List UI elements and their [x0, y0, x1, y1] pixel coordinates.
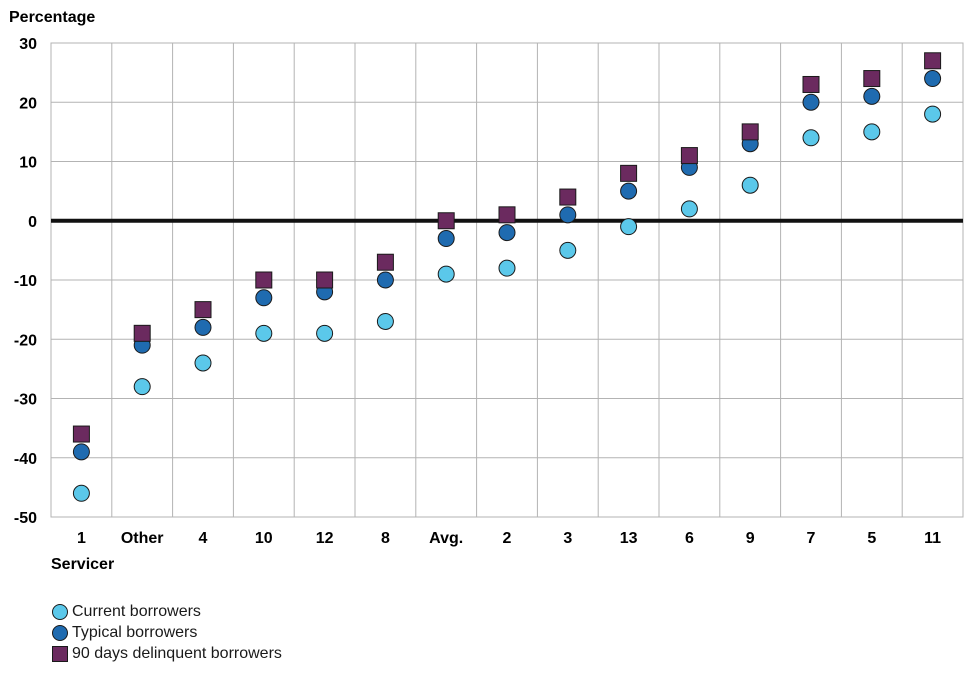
data-point-delinquent [559, 188, 577, 206]
data-point-delinquent [316, 271, 334, 289]
data-point-current [133, 378, 151, 396]
y-tick-label: 30 [19, 36, 37, 53]
data-point-typical [194, 318, 212, 336]
legend: Current borrowers Typical borrowers 90 d… [51, 601, 282, 664]
y-tick-label: -10 [14, 273, 37, 290]
data-point-current [802, 129, 820, 147]
x-tick-label: 9 [746, 530, 755, 547]
data-point-delinquent [863, 70, 881, 88]
data-point-delinquent [802, 75, 820, 93]
data-point-delinquent [924, 52, 942, 70]
x-tick-label: Other [121, 530, 164, 547]
x-tick-label: 7 [807, 530, 816, 547]
y-tick-label: -30 [14, 392, 37, 409]
data-point-typical [559, 206, 577, 224]
grid [50, 42, 964, 518]
data-point-delinquent [133, 324, 151, 342]
data-point-typical [376, 271, 394, 289]
legend-marker-current [52, 603, 68, 620]
legend-label-typical: Typical borrowers [72, 623, 198, 641]
data-point-delinquent [437, 212, 455, 230]
data-point-delinquent [498, 206, 516, 224]
data-point-current [924, 105, 942, 123]
x-tick-label: Avg. [429, 530, 463, 547]
y-tick-label: 0 [28, 214, 37, 231]
x-tick-label: 6 [685, 530, 694, 547]
legend-item-delinquent: 90 days delinquent borrowers [51, 643, 282, 664]
x-tick-labels: 1 Other 4 10 12 8 Avg. 2 3 13 6 9 7 5 11 [77, 530, 941, 547]
data-point-current [620, 218, 638, 236]
legend-label-delinquent: 90 days delinquent borrowers [72, 644, 282, 662]
x-tick-label: 2 [503, 530, 512, 547]
legend-item-current: Current borrowers [51, 601, 282, 622]
data-point-typical [437, 230, 455, 248]
data-point-delinquent [620, 164, 638, 182]
data-point-current [559, 241, 577, 259]
chart-svg: Percentage 30 20 10 0 -10 -20 -30 -40 -50 1 Other… [9, 9, 964, 573]
x-tick-label: 11 [924, 530, 941, 547]
data-point-current [376, 312, 394, 330]
x-tick-label: 5 [867, 530, 876, 547]
legend-label-current: Current borrowers [72, 602, 201, 620]
x-tick-label: 4 [199, 530, 208, 547]
data-point-current [437, 265, 455, 283]
data-point-delinquent [680, 147, 698, 165]
data-point-current [72, 484, 90, 502]
y-tick-label: -20 [14, 332, 37, 349]
y-tick-label: -50 [14, 510, 37, 527]
y-tick-label: 10 [19, 155, 37, 172]
data-point-current [680, 200, 698, 218]
data-point-typical [924, 70, 942, 88]
data-point-delinquent [72, 425, 90, 443]
legend-marker-typical [52, 624, 68, 641]
x-tick-label: 1 [77, 530, 86, 547]
legend-item-typical: Typical borrowers [51, 622, 282, 643]
data-point-current [316, 324, 334, 342]
legend-marker-delinquent [52, 645, 68, 662]
data-point-current [863, 123, 881, 141]
data-point-current [498, 259, 516, 277]
data-point-typical [620, 182, 638, 200]
y-tick-label: 20 [19, 95, 37, 112]
data-point-delinquent [194, 301, 212, 319]
data-point-current [741, 176, 759, 194]
x-tick-label: 12 [316, 530, 334, 547]
y-tick-label: -40 [14, 451, 37, 468]
y-tick-labels: 30 20 10 0 -10 -20 -30 -40 -50 [14, 36, 37, 527]
x-tick-label: 3 [563, 530, 572, 547]
x-tick-label: 13 [620, 530, 638, 547]
x-tick-label: 8 [381, 530, 390, 547]
data-point-delinquent [376, 253, 394, 271]
x-tick-label: 10 [255, 530, 273, 547]
data-point-typical [72, 443, 90, 461]
x-axis-title: Servicer [51, 556, 114, 573]
data-point-delinquent [255, 271, 273, 289]
data-points [72, 52, 942, 502]
data-point-current [255, 324, 273, 342]
data-point-typical [802, 93, 820, 111]
data-point-typical [498, 224, 516, 242]
data-point-typical [863, 87, 881, 105]
data-point-typical [255, 289, 273, 307]
data-point-delinquent [741, 123, 759, 141]
y-axis-title: Percentage [9, 9, 95, 26]
data-point-current [194, 354, 212, 372]
